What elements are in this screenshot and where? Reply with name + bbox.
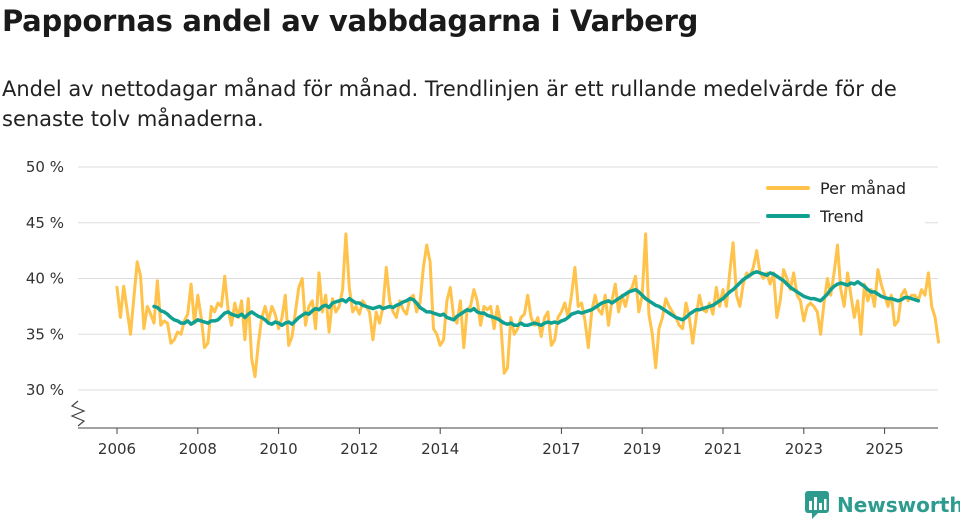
legend: Per månad Trend: [760, 170, 925, 230]
y-tick-label: 35 %: [26, 325, 64, 343]
chart-subtitle: Andel av nettodagar månad för månad. Tre…: [2, 77, 897, 131]
legend-label-trend: Trend: [819, 207, 864, 226]
y-tick-label: 45 %: [26, 214, 64, 232]
series-lines: [115, 232, 940, 379]
series-line-trend: [152, 270, 921, 328]
x-tick-label: 2019: [623, 440, 661, 458]
x-tick-label: 2014: [421, 440, 459, 458]
x-tick-label: 2012: [340, 440, 378, 458]
x-axis: 2006 2008 2010 2012 2014 2017 2019 2021 2023 2025: [70, 400, 938, 458]
y-tick-label: 40 %: [26, 270, 64, 288]
brand-logo: Newsworthy: [804, 490, 960, 520]
y-axis-ticks: 30 % 35 % 40 % 45 % 50 %: [26, 158, 64, 399]
x-tick-label: 2006: [98, 440, 136, 458]
y-tick-label: 30 %: [26, 381, 64, 399]
series-line-per-manad: [115, 232, 940, 379]
x-tick-label: 2021: [704, 440, 742, 458]
y-tick-label: 50 %: [26, 158, 64, 176]
chart-title: Pappornas andel av vabbdagarna i Varberg: [2, 4, 699, 38]
brand-name: Newsworthy: [837, 493, 960, 517]
x-tick-label: 2008: [179, 440, 217, 458]
x-tick-label: 2025: [866, 440, 904, 458]
x-tick-label: 2010: [260, 440, 298, 458]
legend-background: [760, 170, 925, 230]
legend-label-per-manad: Per månad: [820, 179, 906, 198]
newsworthy-logo-icon: [805, 491, 829, 519]
axis-break-icon: [70, 400, 86, 427]
x-tick-label: 2017: [542, 440, 580, 458]
x-tick-label: 2023: [785, 440, 823, 458]
